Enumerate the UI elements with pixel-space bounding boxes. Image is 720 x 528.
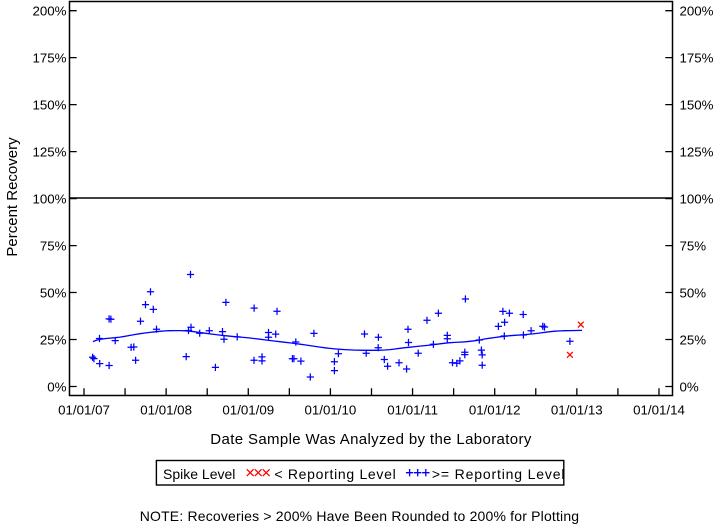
svg-text:75%: 75% bbox=[680, 239, 707, 254]
svg-text:0%: 0% bbox=[680, 380, 699, 395]
svg-text:Spike Level: Spike Level bbox=[163, 466, 235, 482]
svg-text:150%: 150% bbox=[680, 98, 714, 113]
svg-text:01/01/12: 01/01/12 bbox=[469, 402, 521, 417]
svg-text:>= Reporting Level: >= Reporting Level bbox=[432, 466, 565, 482]
svg-text:25%: 25% bbox=[680, 333, 707, 348]
svg-text:100%: 100% bbox=[680, 192, 714, 207]
svg-text:0%: 0% bbox=[47, 380, 66, 395]
svg-text:NOTE: Recoveries > 200% Have B: NOTE: Recoveries > 200% Have Been Rounde… bbox=[140, 508, 580, 524]
svg-text:< Reporting Level: < Reporting Level bbox=[274, 466, 396, 482]
svg-text:01/01/11: 01/01/11 bbox=[387, 402, 438, 417]
svg-text:01/01/07: 01/01/07 bbox=[58, 402, 110, 417]
svg-text:50%: 50% bbox=[40, 286, 67, 301]
svg-text:100%: 100% bbox=[32, 192, 66, 207]
svg-text:Percent Recovery: Percent Recovery bbox=[4, 137, 21, 257]
svg-text:25%: 25% bbox=[40, 333, 67, 348]
svg-text:01/01/08: 01/01/08 bbox=[140, 402, 192, 417]
svg-text:175%: 175% bbox=[32, 51, 66, 66]
svg-text:01/01/09: 01/01/09 bbox=[222, 402, 274, 417]
svg-text:200%: 200% bbox=[680, 4, 714, 19]
svg-text:175%: 175% bbox=[680, 51, 714, 66]
svg-text:Date Sample Was Analyzed by th: Date Sample Was Analyzed by the Laborato… bbox=[210, 431, 532, 448]
svg-text:125%: 125% bbox=[680, 145, 714, 160]
svg-text:01/01/10: 01/01/10 bbox=[305, 402, 357, 417]
svg-text:200%: 200% bbox=[32, 4, 66, 19]
svg-text:01/01/13: 01/01/13 bbox=[551, 402, 603, 417]
svg-text:01/01/14: 01/01/14 bbox=[633, 402, 685, 417]
svg-text:75%: 75% bbox=[40, 239, 67, 254]
svg-text:50%: 50% bbox=[680, 286, 707, 301]
svg-text:125%: 125% bbox=[32, 145, 66, 160]
svg-text:150%: 150% bbox=[32, 98, 66, 113]
